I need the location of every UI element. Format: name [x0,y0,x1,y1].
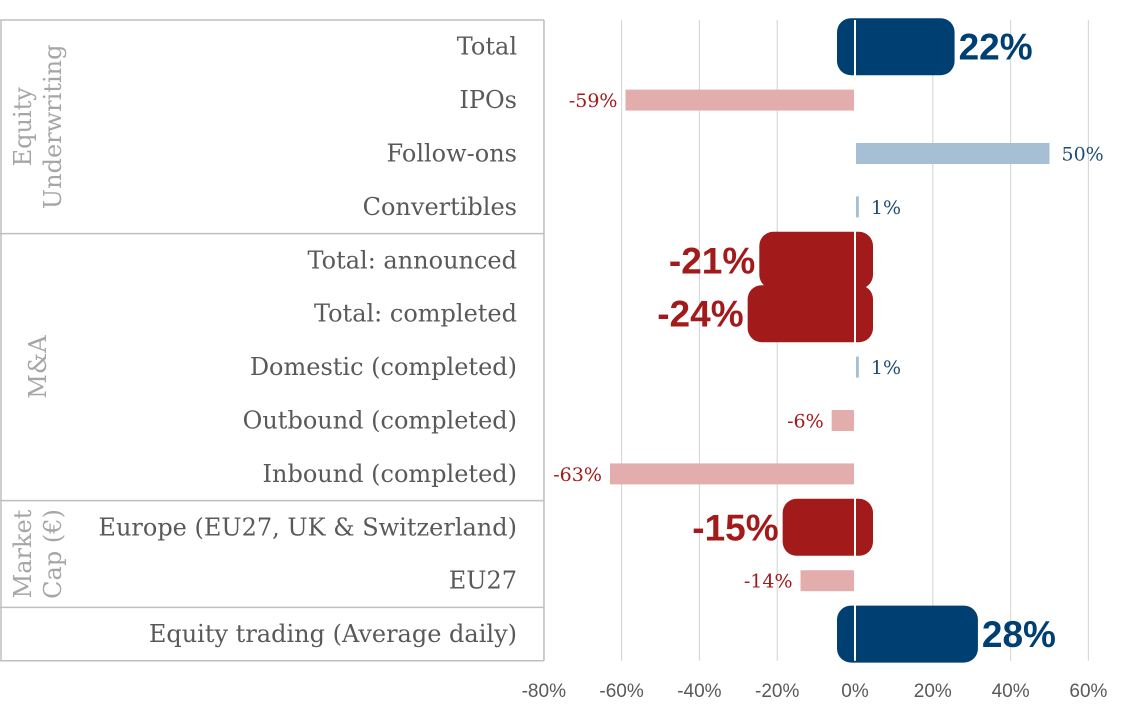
category-label: Total [457,33,517,61]
data-label: 50% [1062,144,1104,166]
category-label: Total: completed [314,300,517,328]
group-label-line: Underwriting [39,45,67,210]
bar [759,231,873,289]
category-label: Europe (EU27, UK & Switzerland) [98,513,517,541]
group-label: M&A [24,335,52,399]
category-label: Inbound (completed) [263,460,517,488]
x-tick-label: 40% [992,681,1030,702]
group-label-line: Market [9,509,37,598]
x-tick-label: -80% [522,681,566,702]
category-label: IPOs [459,86,517,114]
data-label: -15% [692,507,778,548]
bar [831,410,855,431]
bar [837,605,978,663]
data-label: 1% [871,197,901,219]
category-label: Domestic (completed) [250,353,517,381]
data-label: 28% [982,614,1056,655]
bar [782,498,873,556]
category-label: EU27 [449,567,517,595]
bar [855,356,859,378]
bars [609,18,1050,663]
group-label-line: Equity [9,87,37,167]
labels: -80% -60% -40% -20% 0% 20% 40% 60% EquityUnderwr… [9,27,1108,702]
bar [800,570,855,592]
bar [855,143,1050,164]
data-label: -21% [669,240,755,281]
x-tick-label: -20% [755,681,799,702]
data-label: 22% [959,27,1033,68]
grid-lines [543,20,1090,661]
group-label-line: Cap (€) [39,509,67,599]
bar [747,285,873,343]
group-label-line: M&A [24,335,52,399]
bar [609,463,855,485]
data-label: -63% [553,464,602,486]
x-tick-label: 0% [841,681,869,702]
x-tick-label: -60% [599,681,643,702]
category-label: Outbound (completed) [243,407,517,435]
category-frame [0,19,545,662]
data-label: -24% [657,294,743,335]
bar [837,18,955,76]
x-tick-label: -40% [677,681,721,702]
data-label: -59% [569,90,618,112]
bar [625,89,855,111]
data-label: 1% [871,357,901,379]
category-label: Equity trading (Average daily) [149,620,517,648]
data-label: -14% [744,571,793,593]
data-label: -6% [787,411,824,433]
bar [855,196,859,218]
category-label: Convertibles [363,193,517,221]
category-label: Total: announced [307,246,517,274]
x-tick-label: 20% [914,681,952,702]
group-label: EquityUnderwriting [9,45,67,210]
group-label: MarketCap (€) [9,509,67,599]
category-label: Follow-ons [387,140,517,168]
x-tick-label: 60% [1069,681,1107,702]
